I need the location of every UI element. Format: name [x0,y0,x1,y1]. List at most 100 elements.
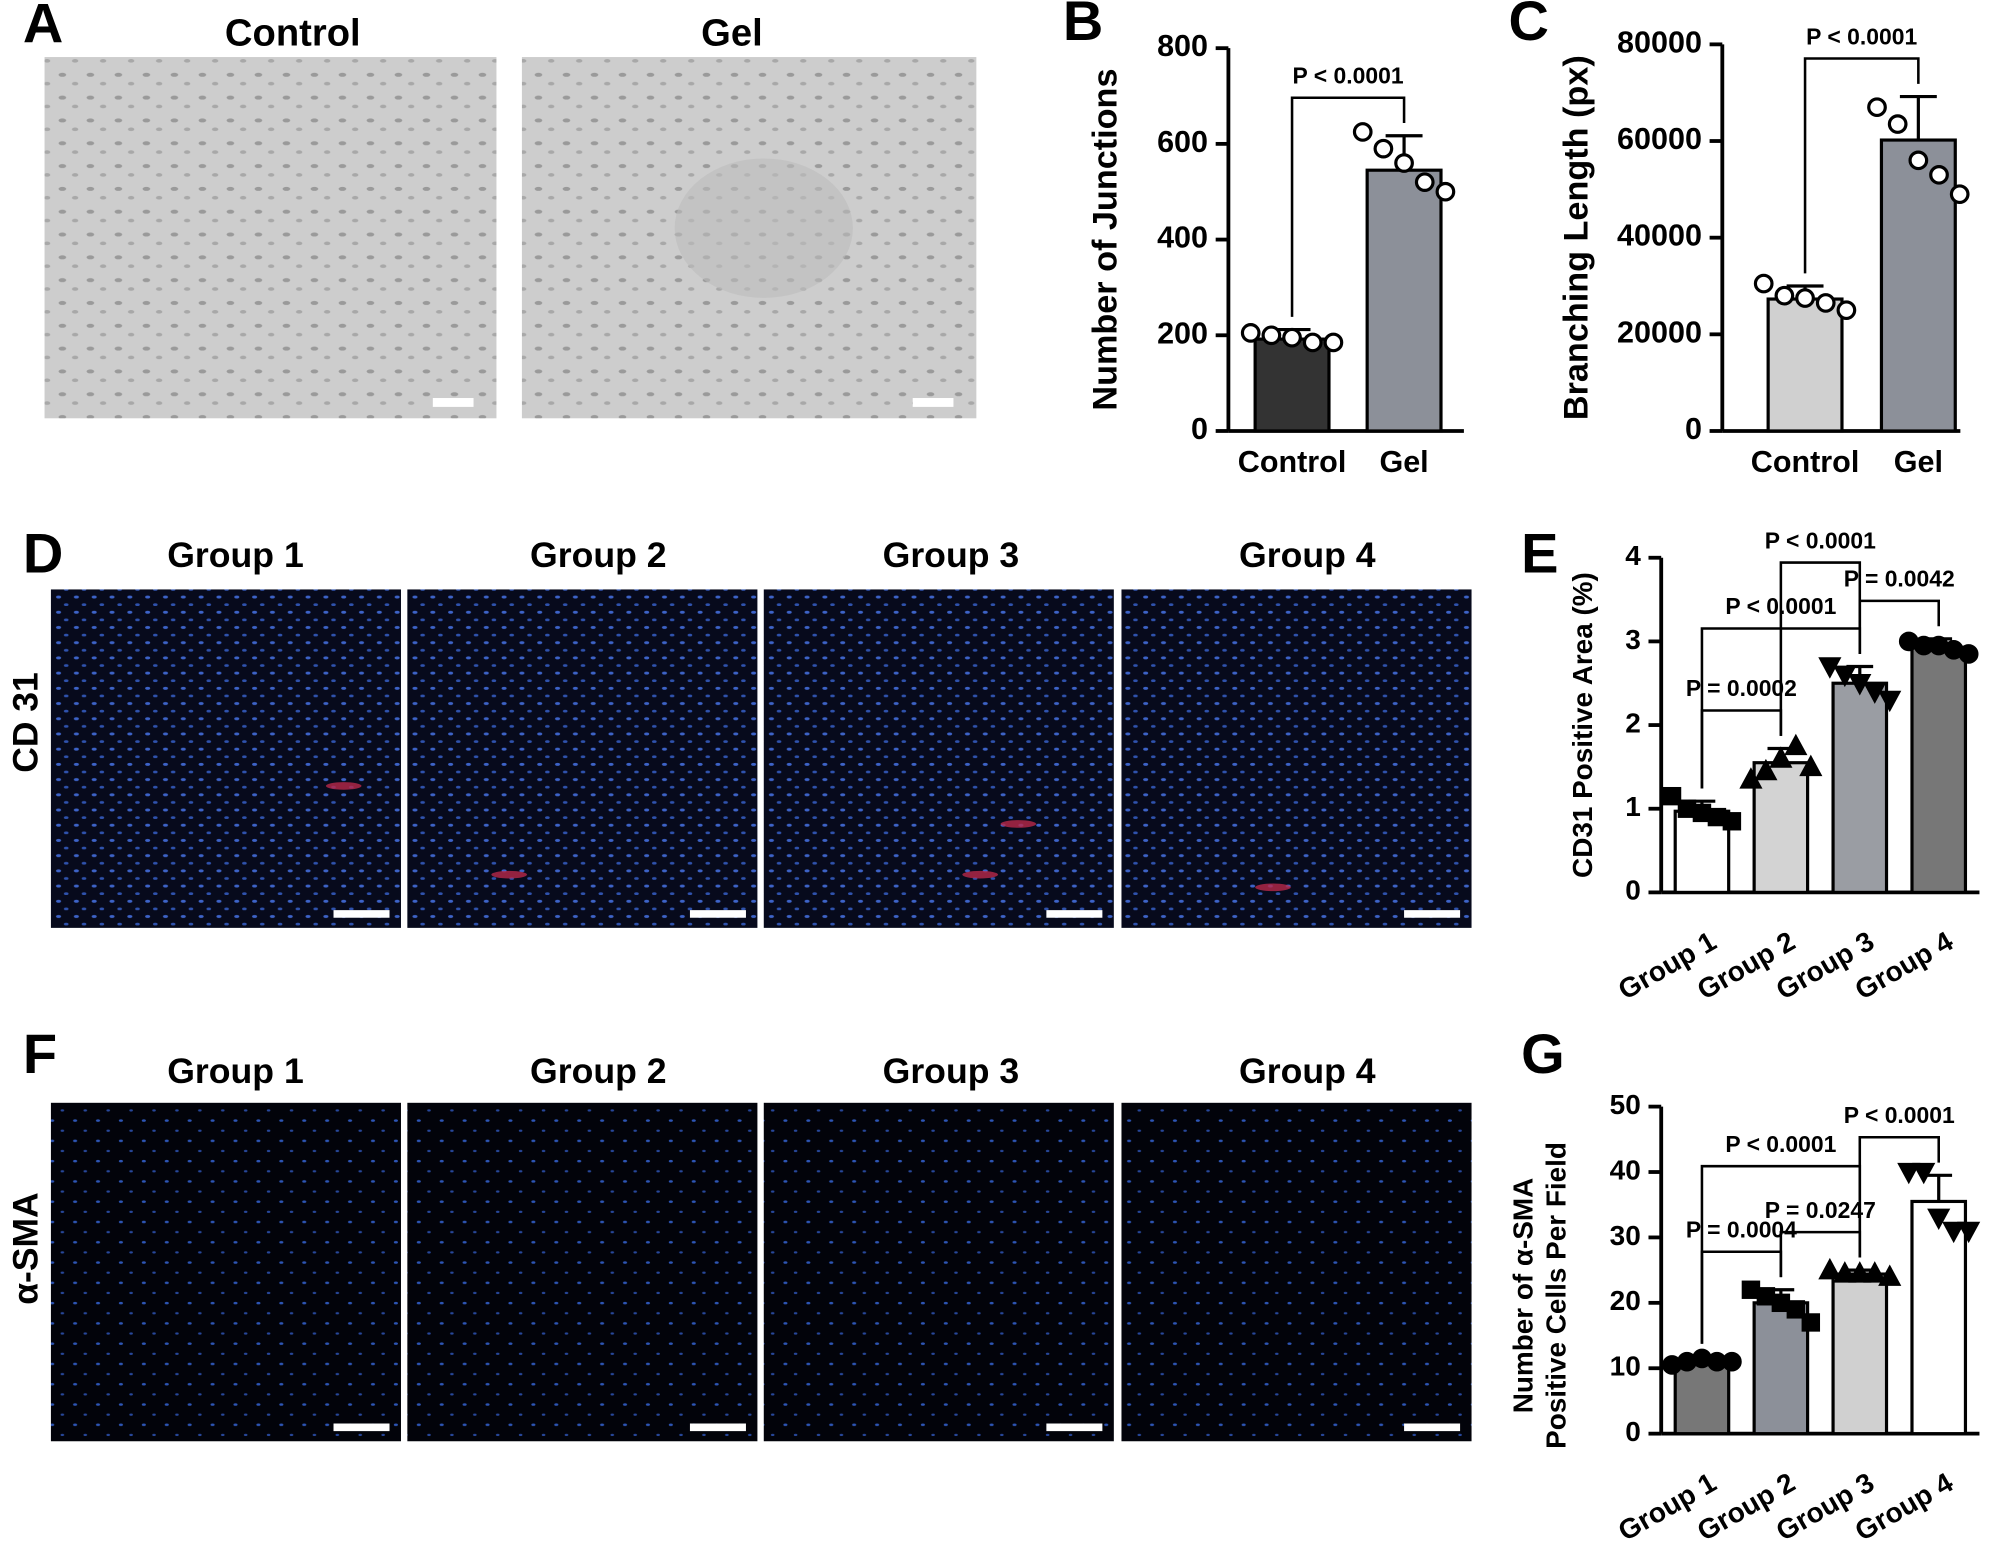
p-value-label: P < 0.0001 [1765,527,1876,553]
bar [1253,337,1331,433]
significance-bracket [1858,1135,1940,1258]
y-tick-label: 40000 [1617,219,1702,253]
bar [1879,138,1957,433]
data-point [1927,1208,1951,1231]
bar [1752,1301,1810,1436]
data-point [1957,1221,1981,1244]
y-axis-label: Branching Length (px) [1557,55,1595,420]
vessel [1000,820,1037,828]
scale-bar [1046,1423,1103,1432]
data-point [1836,300,1857,320]
p-value-label: P < 0.0001 [1806,23,1917,49]
y-tick-label: 20000 [1617,315,1702,349]
group-title: Group 2 [530,535,667,575]
scale-bar [333,1423,390,1432]
data-point [1801,1313,1821,1332]
y-axis-label: CD31 Positive Area (%) [1567,572,1598,878]
scale-bar [1404,910,1461,918]
data-point [1815,293,1836,313]
significance-bracket [1803,57,1920,274]
bar [1766,297,1844,433]
data-point [1414,172,1435,192]
panel-letter: D [23,522,63,585]
y-tick-label: 3 [1625,624,1641,655]
bar [1910,1199,1968,1436]
bar [1752,761,1810,894]
micrograph [763,1102,1114,1442]
y-axis-label: Positive Cells Per Field [1540,1142,1571,1449]
scale-bar [432,398,474,407]
row-label: CD 31 [5,672,45,773]
error-bar [1925,1173,1953,1202]
data-point [1949,184,1970,205]
vessel [962,870,998,879]
y-tick-label: 400 [1157,221,1208,255]
y-tick-label: 60000 [1617,122,1702,156]
panel-letter: F [23,1022,57,1085]
significance-bracket [1290,96,1406,317]
data-point [1833,1261,1857,1283]
scale-bar [1404,1423,1461,1432]
data-point [1774,285,1795,306]
data-point [1769,746,1793,768]
image-title: Control [225,13,361,55]
data-point [1722,1351,1742,1372]
data-point [1302,332,1323,353]
y-tick-label: 1 [1625,791,1641,822]
group-title: Group 4 [1239,1051,1376,1091]
data-point [1818,1257,1842,1280]
data-point [1435,181,1456,202]
scale-bar [1046,910,1103,918]
data-point [1707,807,1727,827]
y-axis-label: Number of α-SMA [1507,1178,1538,1414]
y-tick-label: 80000 [1617,25,1702,59]
data-point [1887,114,1908,134]
bar [1910,645,1968,894]
x-tick-label: Control [1238,445,1347,479]
data-point [1942,1221,1966,1244]
scale-bar [689,1423,746,1432]
y-tick-label: 0 [1625,875,1641,906]
data-point [1662,786,1682,806]
panel-letter: B [1063,0,1103,52]
data-point [1261,325,1282,346]
y-tick-label: 800 [1157,29,1208,63]
data-point [1352,122,1373,142]
data-point [1848,1261,1872,1283]
p-value-label: P < 0.0001 [1844,1102,1955,1128]
data-point [1754,758,1778,781]
image-title: Gel [701,13,763,55]
p-value-label: P = 0.0004 [1686,1217,1797,1243]
y-tick-label: 10 [1610,1351,1641,1382]
y-tick-label: 50 [1610,1089,1641,1120]
data-point [1741,1280,1761,1299]
data-point [1784,733,1808,756]
data-point [1753,273,1774,294]
p-value-label: P = 0.0002 [1686,675,1797,701]
data-point [1373,138,1394,159]
bar [1673,1358,1731,1436]
group-title: Group 3 [883,1051,1020,1091]
data-point [1929,165,1949,185]
micrograph [1121,589,1472,928]
micrograph [407,1102,758,1442]
y-tick-label: 0 [1625,1416,1641,1447]
data-point [1908,150,1929,171]
y-tick-label: 30 [1610,1220,1641,1251]
data-point [1756,1287,1776,1306]
row-label: α-SMA [5,1192,45,1304]
group-title: Group 2 [530,1051,667,1091]
group-title: Group 1 [167,535,304,575]
group-title: Group 3 [883,535,1020,575]
data-point [1771,1293,1791,1313]
vessel [1255,883,1291,892]
panel-letter: G [1521,1022,1565,1085]
y-tick-label: 200 [1157,316,1208,350]
micrograph [1121,1102,1472,1442]
vessel [491,870,528,879]
bar [1831,1272,1889,1436]
data-point [1323,332,1344,353]
data-point [1878,690,1902,713]
y-tick-label: 20 [1610,1285,1641,1316]
y-tick-label: 2 [1625,707,1641,738]
